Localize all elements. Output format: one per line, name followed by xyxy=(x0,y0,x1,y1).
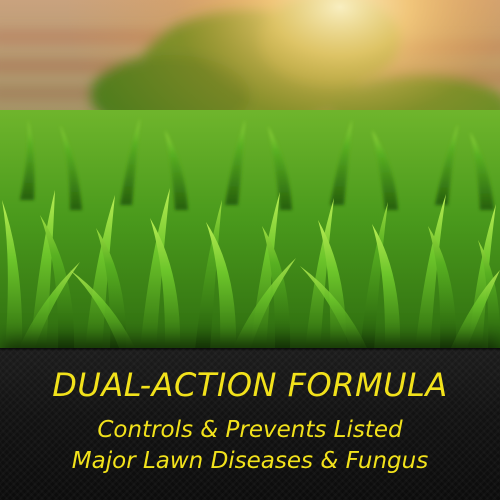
lawn-grass-photo xyxy=(0,0,500,350)
subheadline-line-2: Major Lawn Diseases & Fungus xyxy=(71,448,429,474)
headline: DUAL-ACTION FORMULA xyxy=(52,366,448,404)
text-banner xyxy=(0,348,500,500)
subheadline-line-1: Controls & Prevents Listed xyxy=(97,417,403,443)
banner-shadow-edge xyxy=(0,348,500,351)
